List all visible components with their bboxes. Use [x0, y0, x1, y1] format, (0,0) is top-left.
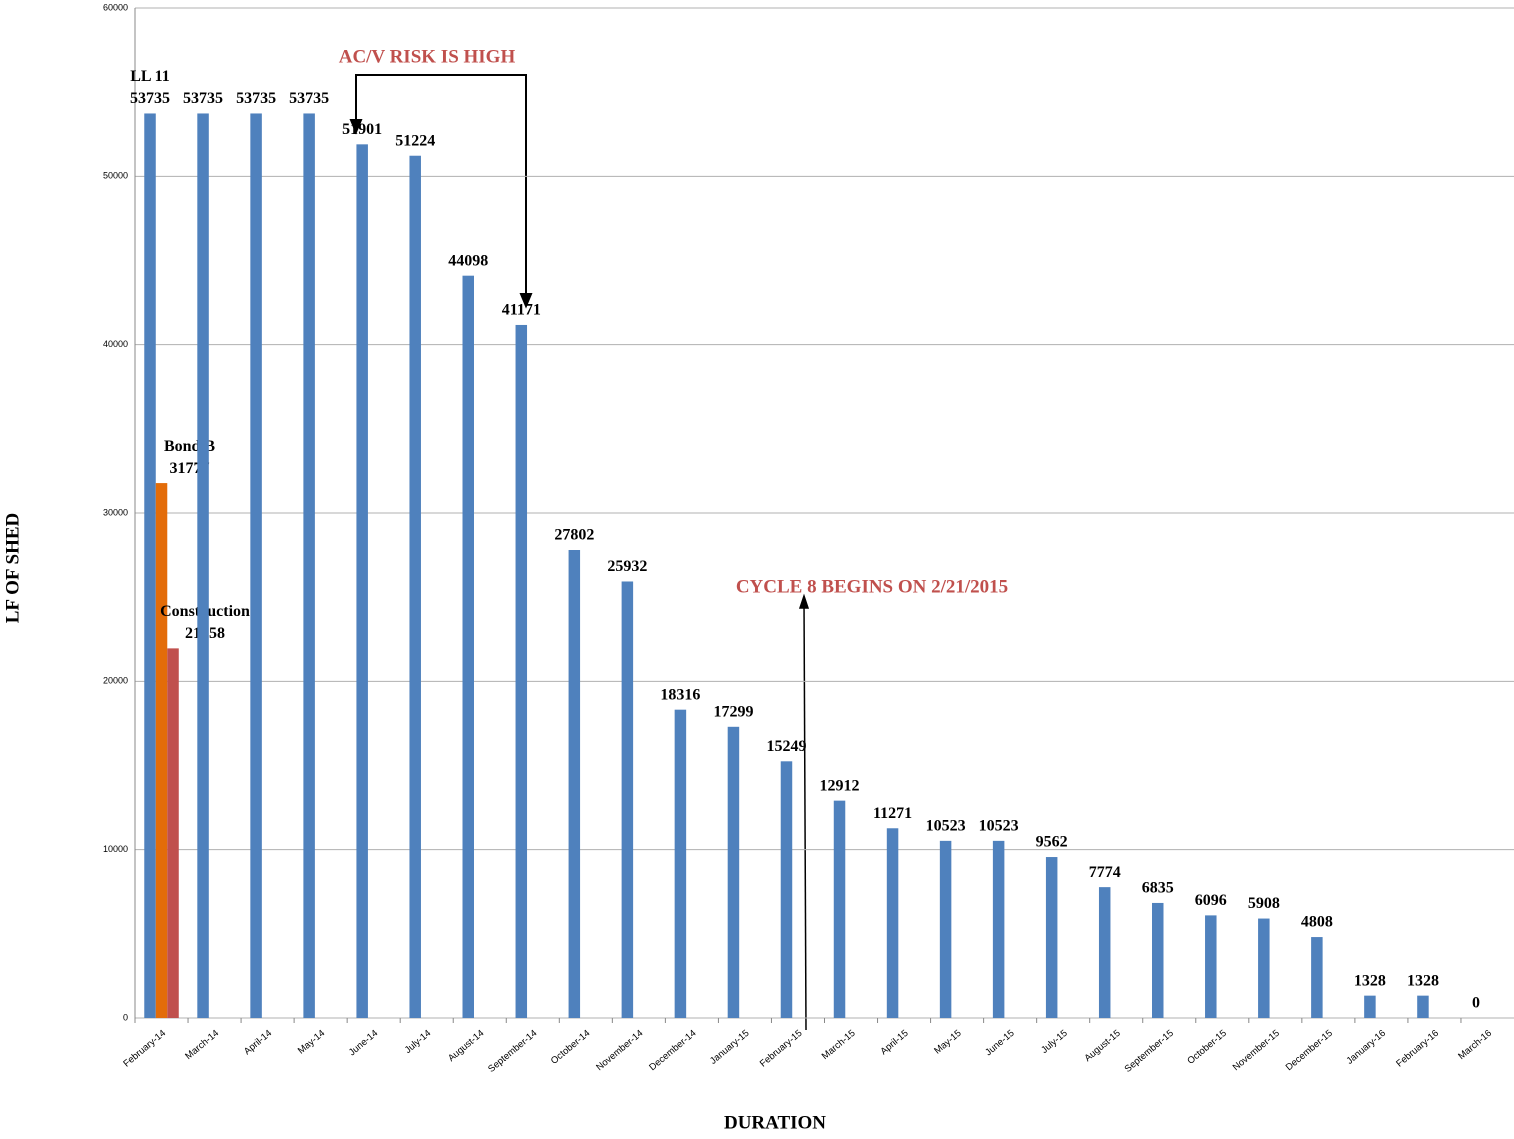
x-tick-label: June-15 [983, 1028, 1016, 1059]
x-tick-label: September-15 [1123, 1028, 1176, 1075]
data-label: 44098 [448, 252, 488, 269]
series-label: LL 11 [130, 68, 170, 85]
x-tick-label: March-16 [1456, 1028, 1494, 1062]
arrow [798, 593, 810, 1031]
x-tick-label: August-15 [1083, 1028, 1123, 1064]
bar [1045, 857, 1058, 1018]
bar [1152, 902, 1164, 1018]
bar [144, 113, 156, 1019]
bar [303, 113, 315, 1019]
x-tick-label: January-16 [1344, 1028, 1387, 1067]
x-tick-label: January-15 [708, 1028, 751, 1067]
x-tick-label: November-14 [594, 1028, 645, 1073]
annotation: AC/V RISK IS HIGH [339, 46, 516, 67]
bar [939, 840, 952, 1018]
data-label: 18316 [660, 686, 700, 703]
annotation: CYCLE 8 BEGINS ON 2/21/2015 [736, 576, 1008, 597]
data-label: 10523 [979, 818, 1019, 835]
x-tick-label: March-14 [183, 1028, 221, 1062]
y-tick-label: 30000 [103, 507, 128, 517]
bar [886, 828, 899, 1018]
bar [356, 144, 368, 1019]
x-tick-label: May-15 [932, 1028, 963, 1057]
data-label: 53735 [130, 90, 170, 107]
data-label: 53735 [289, 90, 329, 107]
x-tick-label: February-14 [121, 1028, 168, 1070]
y-axis-title: LF OF SHED [2, 513, 23, 624]
data-label: 10523 [926, 818, 966, 835]
data-label: 53735 [236, 90, 276, 107]
y-tick-label: 50000 [103, 171, 128, 181]
x-tick-label: October-15 [1185, 1028, 1228, 1067]
data-label: 1328 [1407, 972, 1439, 989]
data-label: 4808 [1301, 914, 1333, 931]
bar [674, 709, 687, 1018]
data-label: 27802 [554, 527, 594, 544]
bar [992, 840, 1005, 1018]
x-axis-title: DURATION [724, 1112, 826, 1133]
x-tick-label: April-15 [878, 1028, 910, 1057]
data-label: 6835 [1142, 880, 1174, 897]
x-tick-label: July-15 [1039, 1028, 1070, 1056]
x-tick-label: December-15 [1284, 1028, 1335, 1073]
bar [1098, 887, 1111, 1018]
data-label: 17299 [713, 703, 753, 720]
bar [833, 800, 846, 1018]
data-label: 51901 [342, 121, 382, 138]
y-tick-label: 20000 [103, 676, 128, 686]
bar [250, 113, 262, 1019]
bar [568, 549, 581, 1018]
data-label: 53735 [183, 90, 223, 107]
data-label: 0 [1472, 995, 1480, 1012]
data-label: 25932 [607, 558, 647, 575]
data-label: 41171 [502, 302, 541, 319]
bar [727, 726, 740, 1018]
bar [1205, 915, 1217, 1018]
x-tick-label: February-15 [758, 1028, 805, 1070]
x-tick-label: May-14 [296, 1028, 327, 1057]
x-tick-label: November-15 [1231, 1028, 1282, 1073]
bar [780, 761, 793, 1018]
bar [409, 155, 421, 1018]
y-tick-label: 40000 [103, 339, 128, 349]
bar [1417, 995, 1429, 1018]
data-label: 15249 [766, 738, 806, 755]
x-tick-label: March-15 [820, 1028, 858, 1062]
y-tick-label: 0 [123, 1012, 128, 1022]
bar [155, 483, 168, 1018]
bar [167, 648, 179, 1018]
bar [1258, 918, 1270, 1018]
data-label: 9562 [1036, 834, 1068, 851]
bar [462, 275, 474, 1018]
x-tick-label: December-14 [647, 1028, 698, 1073]
x-tick-label: September-14 [486, 1028, 539, 1075]
arrow [349, 74, 533, 309]
data-label: 6096 [1195, 892, 1227, 909]
data-label: 5908 [1248, 895, 1280, 912]
data-label: 11271 [873, 805, 912, 822]
x-tick-label: October-14 [549, 1028, 592, 1067]
data-label: 7774 [1089, 864, 1121, 881]
bar [1311, 937, 1323, 1018]
x-tick-label: April-14 [242, 1028, 274, 1057]
data-label: 12912 [820, 777, 860, 794]
x-tick-label: August-14 [446, 1028, 486, 1064]
bar [515, 324, 528, 1018]
y-tick-label: 60000 [103, 2, 128, 12]
x-tick-label: June-14 [347, 1028, 380, 1059]
y-tick-label: 10000 [103, 844, 128, 854]
data-label: 1328 [1354, 972, 1386, 989]
bar [621, 581, 634, 1018]
x-tick-label: February-16 [1394, 1028, 1441, 1070]
data-label: 51224 [395, 132, 435, 149]
bar [1364, 995, 1376, 1018]
bar [197, 113, 209, 1019]
x-tick-label: July-14 [403, 1028, 434, 1056]
